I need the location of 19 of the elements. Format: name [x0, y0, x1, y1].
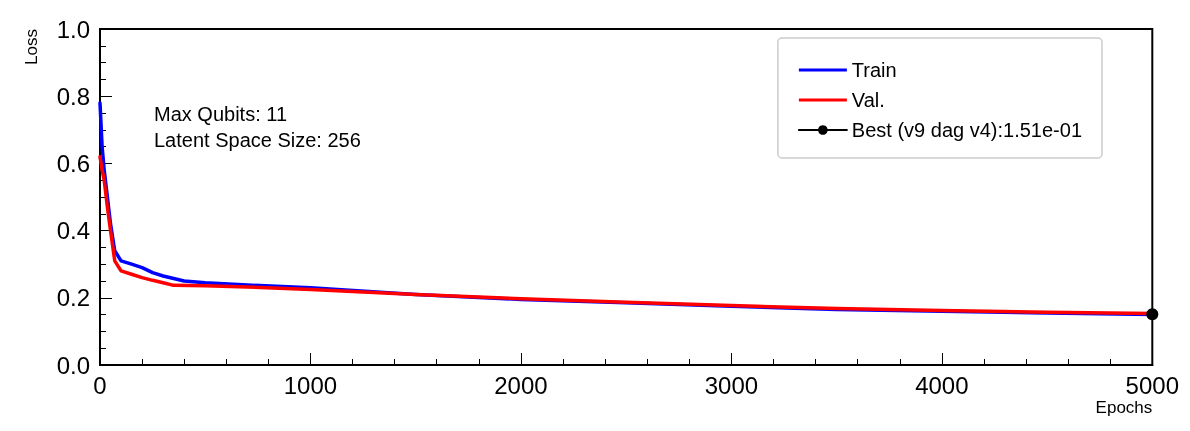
- legend-label: Val.: [851, 89, 885, 111]
- y-tick-label: 1.0: [56, 15, 90, 43]
- x-tick-label: 0: [93, 371, 107, 399]
- x-tick-label: 4000: [915, 371, 969, 399]
- annotation: Max Qubits: 11: [154, 103, 288, 125]
- y-tick-label: 0.8: [56, 82, 90, 110]
- x-tick-label: 1000: [283, 371, 338, 399]
- legend-label: Train: [851, 59, 897, 81]
- y-axis-title: Loss: [22, 29, 41, 65]
- legend-label: Best (v9 dag v4):1.51e-01: [851, 119, 1082, 141]
- y-tick-label: 0.0: [56, 351, 90, 379]
- x-axis-title: Epochs: [1095, 398, 1153, 417]
- y-tick-label: 0.4: [56, 217, 90, 245]
- x-tick-label: 3000: [704, 371, 759, 399]
- y-tick-label: 0.6: [56, 149, 90, 177]
- x-tick-label: 2000: [494, 371, 548, 399]
- annotation: Latent Space Size: 256: [154, 129, 361, 151]
- y-tick-label: 0.2: [56, 284, 90, 312]
- x-tick-label: 5000: [1125, 371, 1179, 399]
